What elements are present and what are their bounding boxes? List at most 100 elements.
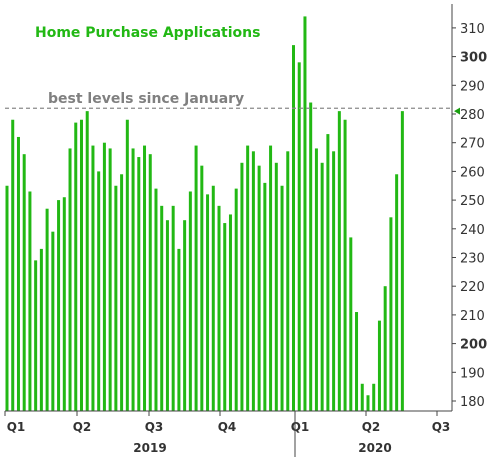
y-tick-label: 280	[460, 108, 485, 123]
bar	[114, 185, 118, 411]
y-tick-label: 220	[460, 280, 485, 295]
bar	[309, 102, 313, 412]
bar	[366, 395, 370, 411]
year-label: 2019	[133, 441, 166, 455]
bar	[154, 188, 158, 411]
chart-title: Home Purchase Applications	[35, 25, 260, 41]
bar	[74, 122, 78, 412]
quarter-label: Q3	[145, 420, 164, 434]
quarter-label: Q1	[291, 420, 310, 434]
bar	[234, 188, 238, 411]
bar	[251, 151, 255, 411]
bar	[45, 208, 49, 411]
bar	[240, 162, 244, 411]
bar	[57, 200, 61, 411]
last-value-marker	[454, 107, 460, 115]
bar	[62, 197, 66, 411]
bar	[177, 248, 181, 411]
bar	[355, 312, 359, 411]
bar	[217, 205, 221, 411]
bar	[165, 220, 169, 411]
bar	[11, 119, 15, 412]
bar	[108, 148, 112, 411]
bar	[51, 231, 55, 411]
bar	[286, 151, 290, 411]
y-tick-label: 200	[460, 338, 487, 353]
bar	[28, 191, 32, 411]
bar	[120, 174, 124, 411]
quarter-label: Q3	[432, 420, 451, 434]
bar	[400, 111, 404, 411]
y-tick-label: 310	[460, 22, 485, 37]
bar	[228, 214, 232, 411]
bar	[211, 185, 215, 411]
bar	[22, 154, 26, 411]
bar	[85, 111, 89, 411]
bar	[39, 248, 43, 411]
bar	[389, 217, 393, 411]
y-tick-label: 230	[460, 252, 485, 267]
bar	[377, 320, 381, 411]
quarter-label: Q2	[362, 420, 381, 434]
bar	[148, 154, 152, 411]
y-tick-label: 180	[460, 395, 485, 410]
bar	[320, 162, 324, 411]
bar	[102, 142, 106, 411]
bar	[337, 111, 341, 411]
y-tick-label: 190	[460, 366, 485, 381]
bar	[383, 286, 387, 411]
bar	[246, 145, 250, 411]
bar	[79, 119, 83, 412]
bar	[183, 220, 187, 411]
bar	[97, 171, 101, 411]
bar	[91, 145, 95, 411]
y-tick-label: 250	[460, 194, 485, 209]
bar	[131, 148, 135, 411]
bar	[160, 205, 164, 411]
bar	[274, 162, 278, 411]
bar	[200, 165, 204, 411]
bar	[194, 145, 198, 411]
reference-line-label: best levels since January	[48, 91, 244, 107]
bar	[125, 119, 129, 412]
bar	[68, 148, 72, 411]
bar	[137, 157, 141, 411]
y-tick-label: 210	[460, 309, 485, 324]
y-tick-label: 290	[460, 79, 485, 94]
bar	[223, 223, 227, 411]
bar	[303, 16, 307, 411]
bar	[269, 145, 273, 411]
bar	[257, 165, 261, 411]
bar	[360, 383, 364, 411]
bar	[206, 194, 210, 411]
bar	[314, 148, 318, 411]
y-tick-label: 240	[460, 223, 485, 238]
bar	[263, 182, 267, 411]
bar	[372, 383, 376, 411]
y-tick-label: 260	[460, 165, 485, 180]
bar	[349, 237, 353, 411]
quarter-label: Q1	[7, 420, 26, 434]
quarter-label: Q2	[73, 420, 92, 434]
bar	[297, 62, 301, 412]
bar	[188, 191, 192, 411]
quarter-label: Q4	[218, 420, 237, 434]
bar	[332, 151, 336, 411]
bar	[326, 134, 330, 411]
axis-layer: 180 190 200 210 220 230 240 250 260 270 280 290 300 3…	[4, 4, 487, 457]
bar	[280, 185, 284, 411]
bar	[34, 260, 38, 411]
bar	[16, 136, 20, 411]
bar	[5, 185, 9, 411]
bar	[292, 45, 295, 412]
bar	[143, 145, 147, 411]
bars-layer	[5, 16, 404, 412]
y-tick-label: 270	[460, 137, 485, 152]
year-label: 2020	[358, 441, 391, 455]
y-tick-label: 300	[460, 51, 487, 66]
bar	[395, 174, 399, 411]
bar	[171, 205, 175, 411]
bar	[343, 119, 347, 412]
